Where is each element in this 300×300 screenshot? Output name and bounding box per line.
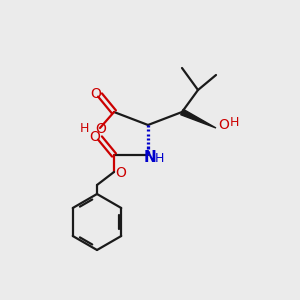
Text: O: O: [116, 166, 126, 180]
Text: H: H: [154, 152, 164, 166]
Text: H: H: [229, 116, 239, 130]
Text: O: O: [90, 130, 101, 144]
Text: O: O: [91, 87, 101, 101]
Text: O: O: [219, 118, 230, 132]
Text: H: H: [79, 122, 89, 136]
Polygon shape: [181, 109, 216, 128]
Text: N: N: [144, 149, 156, 164]
Text: O: O: [96, 122, 106, 136]
